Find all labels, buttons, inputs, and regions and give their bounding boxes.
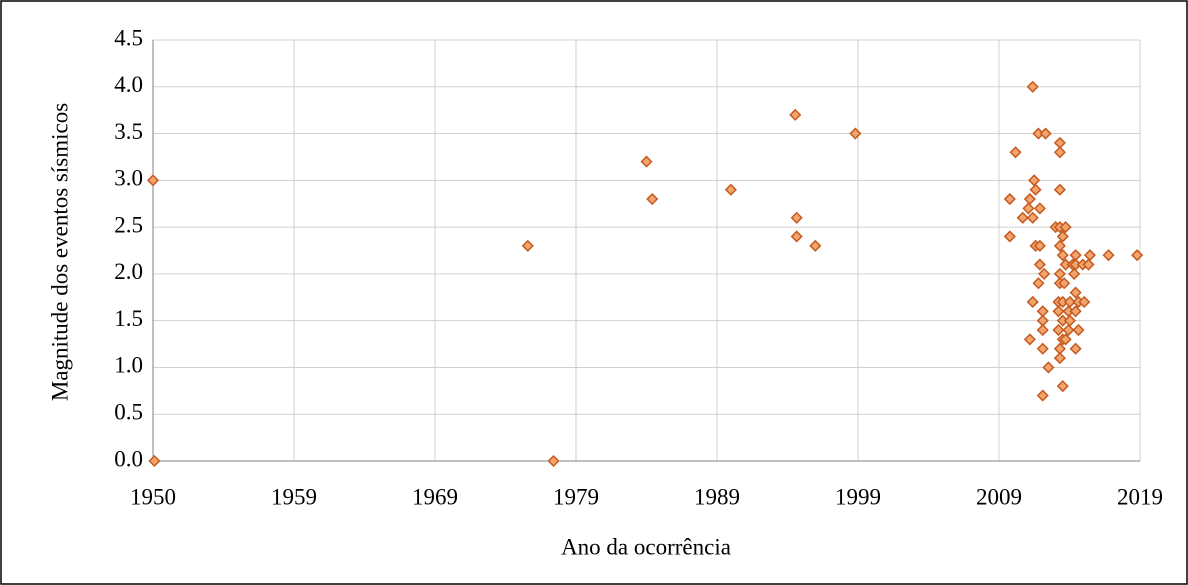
point xyxy=(1069,286,1082,299)
y-axis-title: Magnitude dos eventos sísmicos xyxy=(47,103,72,401)
point xyxy=(1023,333,1036,346)
point xyxy=(724,183,737,196)
point xyxy=(1052,323,1065,337)
y-tick-label: 2.0 xyxy=(114,259,143,284)
point xyxy=(1033,258,1046,271)
point xyxy=(1026,295,1039,309)
point xyxy=(1063,295,1076,309)
y-tick-label: 3.0 xyxy=(114,166,143,191)
x-tick-label: 2019 xyxy=(1117,484,1163,509)
point xyxy=(1056,230,1069,243)
x-tick-label: 1999 xyxy=(835,484,881,509)
point xyxy=(1102,249,1115,262)
point xyxy=(1059,221,1072,234)
y-tick-label: 1.5 xyxy=(114,306,143,331)
point xyxy=(1069,342,1082,355)
x-tick-label: 1979 xyxy=(553,484,599,509)
point xyxy=(1083,249,1096,262)
point xyxy=(789,108,802,121)
point xyxy=(640,155,653,168)
point xyxy=(1033,239,1046,252)
y-tick-label: 4.5 xyxy=(114,25,143,50)
point xyxy=(1038,267,1051,280)
point xyxy=(1003,192,1016,206)
point xyxy=(1026,80,1039,93)
point xyxy=(1033,202,1046,215)
point xyxy=(1053,239,1066,252)
point xyxy=(1072,323,1085,337)
y-tick-label: 1.0 xyxy=(114,353,143,378)
point xyxy=(1068,267,1081,280)
y-tick-label: 0.5 xyxy=(114,400,143,425)
point xyxy=(1009,146,1022,159)
point xyxy=(1036,342,1049,355)
point xyxy=(1058,277,1071,290)
point xyxy=(1053,352,1066,365)
point xyxy=(1036,323,1049,337)
x-axis-title: Ano da ocorrência xyxy=(561,534,731,559)
point xyxy=(1056,249,1069,262)
point xyxy=(1056,380,1069,393)
point xyxy=(1022,202,1035,215)
point xyxy=(1016,211,1029,224)
x-tick-label: 1950 xyxy=(130,484,176,509)
point xyxy=(1082,258,1095,271)
y-tick-label: 3.5 xyxy=(114,119,143,144)
x-tick-label: 1969 xyxy=(412,484,458,509)
y-tick-label: 4.0 xyxy=(114,72,143,97)
y-tick-label: 0.0 xyxy=(114,446,143,471)
point xyxy=(809,239,822,252)
point xyxy=(1042,361,1055,374)
point xyxy=(1062,323,1075,337)
point xyxy=(790,230,803,243)
point xyxy=(1039,127,1052,140)
x-tick-label: 1989 xyxy=(694,484,740,509)
point xyxy=(1032,277,1045,290)
point xyxy=(1026,211,1039,224)
y-tick-label: 2.5 xyxy=(114,212,143,237)
point xyxy=(1059,333,1072,346)
x-tick-label: 1959 xyxy=(271,484,317,509)
point xyxy=(849,127,862,140)
point xyxy=(1053,183,1066,196)
point xyxy=(1053,146,1066,159)
point xyxy=(1029,183,1042,196)
point xyxy=(1036,389,1049,402)
point xyxy=(521,239,534,252)
point xyxy=(146,174,160,187)
point xyxy=(148,454,161,468)
point xyxy=(646,192,659,206)
point xyxy=(1063,314,1076,327)
point xyxy=(1069,305,1082,318)
point xyxy=(1023,192,1036,206)
point xyxy=(1078,295,1091,309)
point xyxy=(790,211,803,224)
point xyxy=(1052,305,1065,318)
x-tick-label: 2009 xyxy=(976,484,1022,509)
point xyxy=(1003,230,1016,243)
point xyxy=(1131,249,1144,262)
point xyxy=(547,454,560,468)
